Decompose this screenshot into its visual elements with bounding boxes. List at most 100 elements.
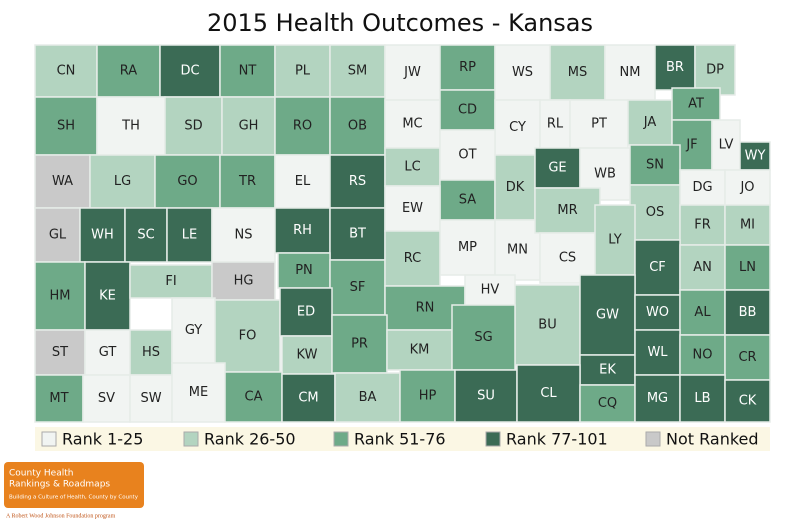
county [34, 374, 84, 423]
county-label: PT [591, 117, 607, 132]
county [164, 96, 223, 156]
county [634, 294, 681, 331]
county [211, 261, 276, 301]
county-label: PL [295, 64, 311, 79]
legend-swatch [333, 431, 349, 447]
county-label: CD [458, 103, 477, 118]
county-label: RA [120, 64, 138, 79]
county [334, 372, 401, 423]
county-label: GL [49, 228, 67, 243]
county-label: HG [234, 274, 254, 289]
county [634, 239, 681, 296]
county [279, 287, 333, 337]
county [82, 374, 131, 423]
county-label: CK [739, 394, 757, 409]
county-label: DG [692, 180, 712, 195]
county-label: FI [165, 274, 176, 289]
county [96, 44, 161, 98]
county-label: SM [348, 64, 367, 79]
county [79, 207, 126, 263]
county [329, 207, 386, 261]
county-label: NM [620, 65, 641, 80]
county-label: NO [693, 348, 713, 363]
county-label: WS [512, 65, 533, 80]
county-label: SG [474, 330, 492, 345]
county-label: SH [57, 119, 75, 134]
county-label: HM [50, 289, 71, 304]
county-label: NS [235, 228, 253, 243]
counties: CN RA DC NT PL SM JW RP WS MS NM BR DP SH TH SD GH RO OB MC… [34, 44, 771, 423]
county-label: SD [184, 119, 202, 134]
county [166, 207, 213, 263]
county [579, 274, 636, 356]
county-label: JF [685, 138, 697, 153]
map-title: 2015 Health Outcomes - Kansas [207, 9, 593, 37]
county-label: ME [189, 385, 208, 400]
legend-label: Rank 77-101 [506, 430, 608, 449]
county [724, 334, 771, 381]
county-label: CR [738, 350, 756, 365]
county-label: SV [98, 391, 115, 406]
legend-label: Rank 51-76 [354, 430, 446, 449]
county-label: SF [350, 280, 366, 295]
county-label: SC [137, 228, 154, 243]
county-label: GO [177, 174, 197, 189]
county-label: CA [245, 390, 263, 405]
county-label: LN [739, 260, 756, 275]
county-label: KW [297, 348, 318, 363]
county [384, 185, 441, 232]
county [579, 384, 636, 423]
county-label: HP [419, 389, 437, 404]
county-label: CS [559, 251, 576, 266]
county-label: HV [481, 283, 500, 298]
county [124, 207, 168, 263]
county-label: GH [239, 119, 259, 134]
county-label: AL [694, 305, 711, 320]
county [224, 371, 283, 423]
county [634, 374, 681, 423]
county [439, 89, 496, 131]
county-label: LY [608, 233, 622, 248]
county-label: EK [599, 363, 616, 378]
county [439, 44, 496, 91]
legend-swatch [41, 431, 57, 447]
county-label: MS [568, 65, 587, 80]
county-label: BB [739, 305, 757, 320]
county [34, 261, 86, 331]
county [34, 96, 98, 156]
county [34, 207, 81, 263]
county [399, 369, 456, 423]
county-label: MG [647, 391, 668, 406]
legend: Rank 1-25 Rank 26-50 Rank 51-76 Rank 77-101… [41, 430, 759, 449]
county-label: KM [410, 343, 430, 358]
county-label: TH [121, 119, 140, 134]
county [384, 99, 441, 149]
county-label: WL [647, 345, 668, 360]
county [439, 129, 496, 181]
county-label: GE [548, 161, 566, 176]
county [451, 304, 516, 371]
county [384, 230, 441, 287]
county-label: WB [594, 167, 616, 182]
county [679, 204, 726, 246]
county [171, 362, 226, 423]
county [329, 96, 386, 156]
county-label: GT [99, 345, 117, 360]
county-label: BT [349, 227, 366, 242]
county-label: OT [458, 148, 476, 163]
county-label: RL [547, 117, 564, 132]
county-label: CQ [598, 396, 617, 411]
logo-line: County Health [9, 469, 73, 479]
county [274, 96, 331, 156]
county-label: LC [404, 160, 420, 175]
county [514, 284, 581, 366]
logo-tagline: Building a Culture of Health, County by … [9, 495, 139, 501]
county-label: SN [646, 158, 664, 173]
county-label: MN [507, 243, 528, 258]
county [331, 314, 388, 374]
county-label: RN [416, 301, 435, 316]
county-label: BA [359, 390, 377, 405]
county [329, 44, 386, 98]
county-label: EL [295, 174, 311, 189]
county-label: JO [739, 180, 754, 195]
